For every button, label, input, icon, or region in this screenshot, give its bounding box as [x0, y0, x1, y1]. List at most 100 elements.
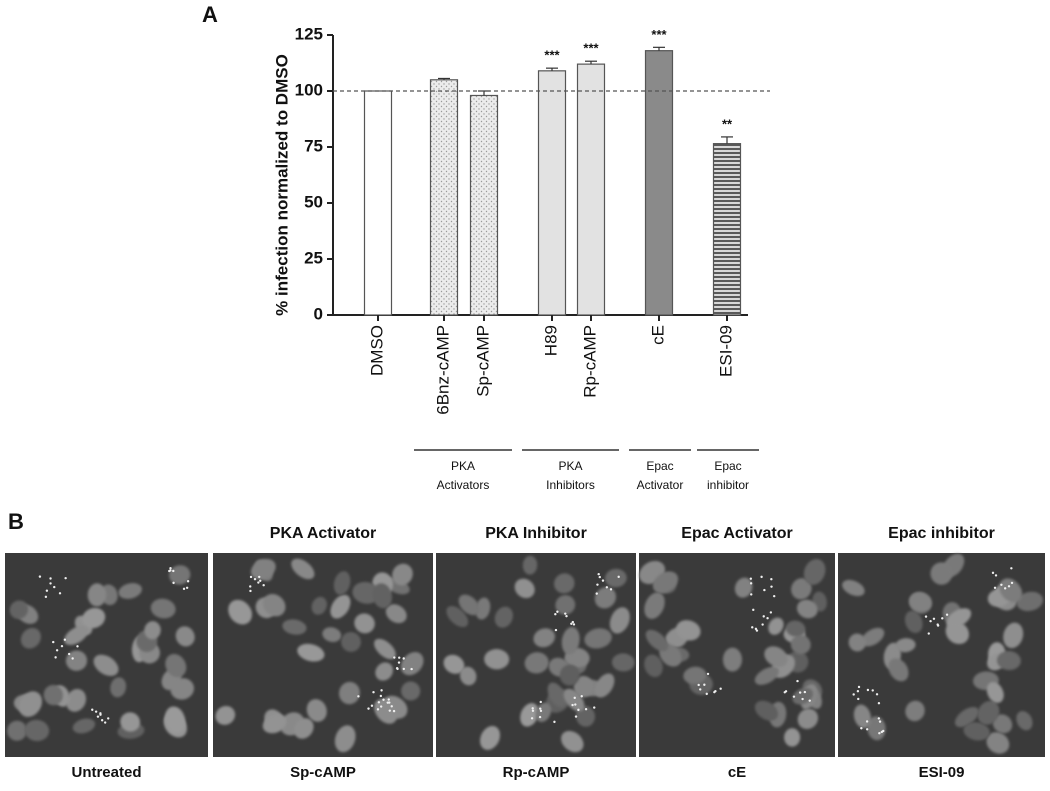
particle	[994, 574, 998, 577]
bar	[429, 79, 459, 316]
particle	[410, 667, 413, 671]
nucleus	[930, 562, 953, 585]
particle	[367, 707, 370, 710]
nucleus	[594, 673, 615, 698]
particle	[402, 667, 405, 671]
particle	[91, 708, 94, 711]
particle	[67, 652, 71, 656]
nucleus	[609, 607, 630, 634]
nucleus	[722, 647, 742, 672]
nucleus	[333, 571, 351, 595]
nucleus	[1003, 622, 1024, 649]
particle	[387, 698, 390, 701]
particle	[769, 611, 773, 614]
particle	[531, 709, 535, 712]
particle	[697, 683, 700, 687]
particle	[798, 691, 802, 694]
particle	[703, 683, 706, 686]
nucleus	[986, 732, 1010, 754]
nucleus	[64, 625, 89, 646]
particle	[376, 708, 380, 711]
particle	[772, 594, 776, 598]
nucleus	[683, 666, 707, 685]
particle	[382, 698, 385, 701]
particle	[866, 688, 870, 692]
particle	[796, 679, 799, 683]
particle	[803, 690, 807, 694]
nucleus	[120, 712, 141, 732]
significance-label: ***	[651, 27, 667, 42]
nucleus	[401, 681, 421, 701]
particle	[749, 582, 753, 585]
particle	[601, 579, 605, 582]
particle	[249, 589, 252, 593]
nucleus	[443, 654, 465, 674]
nucleus	[790, 635, 811, 655]
particle	[860, 727, 863, 730]
nucleus	[282, 619, 307, 635]
nucleus	[895, 638, 916, 653]
nucleus	[963, 722, 990, 741]
nucleus	[150, 598, 176, 619]
nucleus	[561, 626, 580, 655]
nucleus	[644, 654, 663, 678]
particle	[370, 704, 374, 707]
nucleus	[999, 578, 1023, 603]
nucleus	[175, 626, 195, 647]
nucleus	[7, 720, 27, 741]
group-label: inhibitor	[707, 478, 749, 492]
particle	[945, 613, 949, 616]
particle	[808, 699, 811, 702]
particle	[574, 715, 578, 718]
particle	[76, 645, 79, 648]
nucleus	[954, 706, 979, 728]
nucleus	[908, 592, 933, 613]
x-tick-label: Rp-cAMP	[580, 325, 599, 398]
particle	[597, 572, 600, 576]
image-title: PKA Inhibitor	[485, 525, 587, 542]
particle	[784, 690, 788, 693]
x-tick-label: cE	[648, 325, 667, 345]
particle	[63, 638, 67, 641]
particle	[398, 656, 401, 659]
nucleus	[848, 633, 866, 652]
particle	[379, 705, 383, 708]
nucleus	[250, 558, 276, 580]
image-caption: Rp-cAMP	[503, 764, 570, 781]
particle	[107, 717, 110, 720]
nucleus	[996, 651, 1021, 671]
nucleus	[796, 599, 818, 619]
particle	[565, 614, 568, 618]
nucleus	[341, 632, 361, 652]
nucleus	[555, 595, 576, 615]
particle	[172, 569, 175, 573]
nucleus	[110, 677, 127, 698]
particle	[372, 691, 375, 694]
particle	[377, 701, 381, 704]
x-tick-label: DMSO	[367, 325, 386, 376]
particle	[617, 575, 620, 579]
nucleus	[480, 725, 501, 750]
nucleus	[764, 646, 788, 667]
nucleus	[352, 581, 380, 604]
particle	[539, 707, 542, 710]
nucleus	[144, 621, 161, 640]
micrograph	[5, 553, 208, 757]
nucleus	[82, 607, 106, 629]
nucleus	[484, 649, 510, 670]
nucleus	[9, 600, 29, 619]
particle	[751, 626, 754, 629]
particle	[856, 690, 860, 693]
particle	[877, 702, 881, 705]
x-tick-label: ESI-09	[716, 325, 735, 377]
particle	[1010, 581, 1014, 585]
nucleus	[297, 643, 325, 662]
particle	[706, 672, 710, 676]
particle	[852, 693, 855, 696]
micrograph	[436, 553, 636, 757]
particle	[929, 619, 932, 623]
nucleus	[322, 627, 342, 643]
nucleus	[645, 629, 669, 652]
y-tick-label: 25	[304, 248, 323, 267]
nucleus	[905, 700, 925, 722]
